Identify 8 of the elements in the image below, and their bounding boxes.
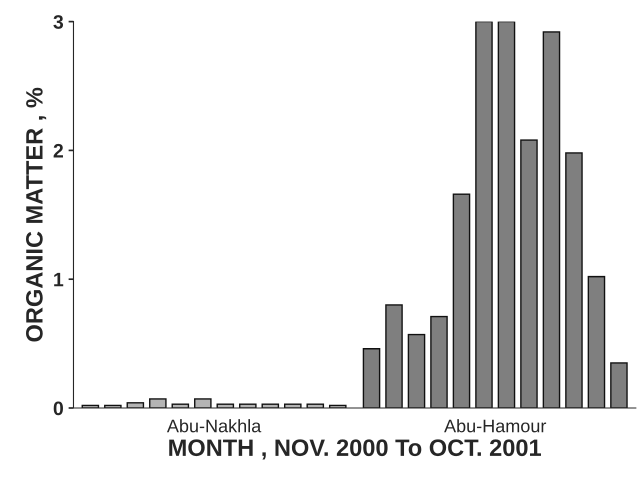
- x-tick-label: Abu-Hamour: [444, 419, 546, 432]
- x-tick-label: Abu-Nakhla: [166, 419, 262, 432]
- y-tick-label: 3: [53, 15, 64, 29]
- x-axis-title: MONTH , NOV. 2000 To OCT. 2001: [169, 439, 541, 460]
- y-tick-label: 1: [54, 272, 64, 286]
- y-tick-label: 0: [54, 401, 63, 416]
- y-axis-title: ORGANIC MATTER , %: [26, 88, 46, 342]
- y-tick-label: 2: [54, 144, 63, 158]
